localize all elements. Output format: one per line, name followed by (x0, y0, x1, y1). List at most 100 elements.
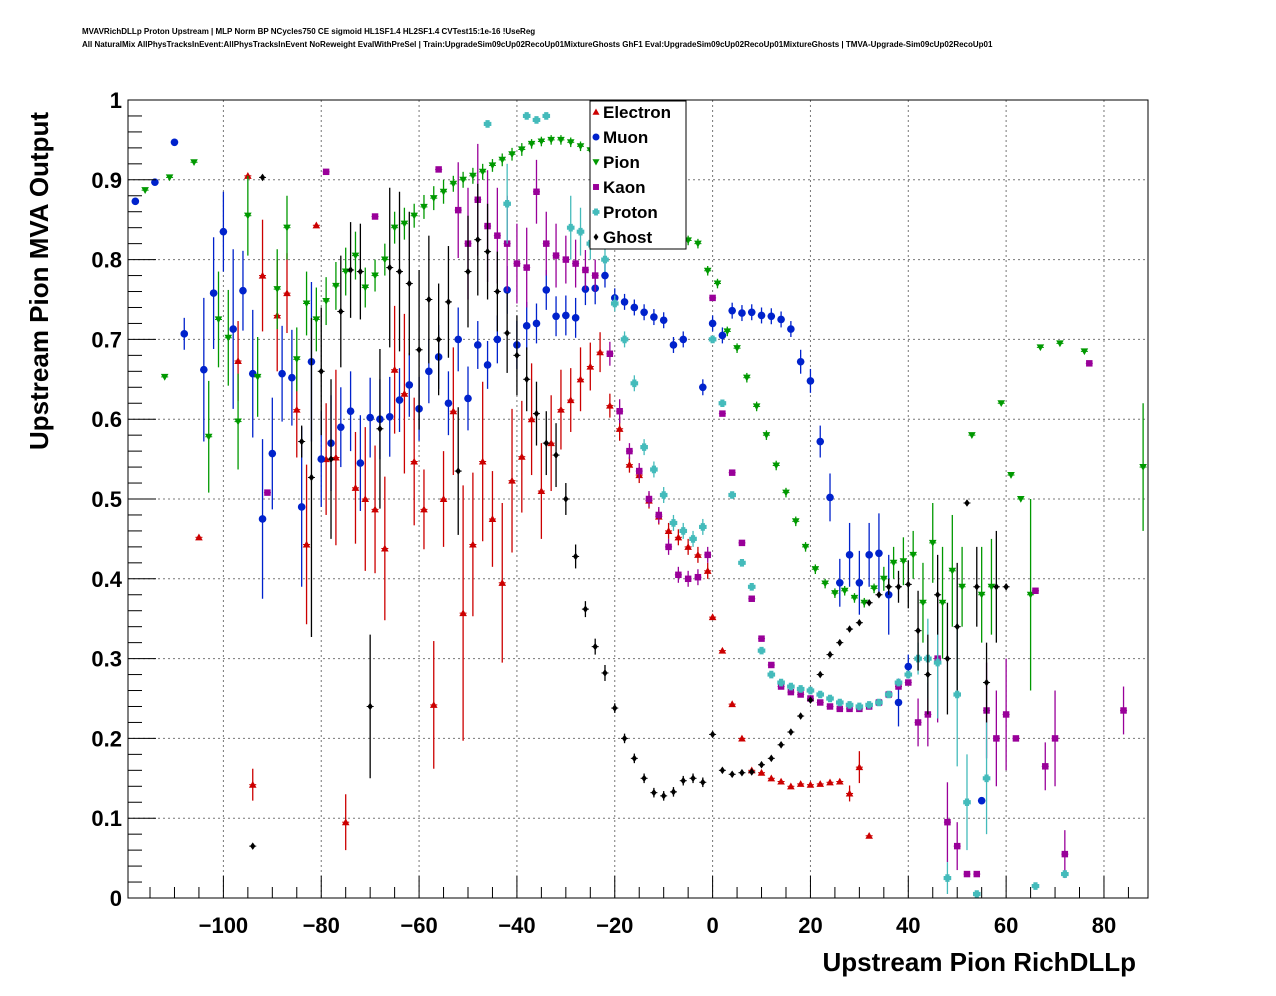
data-point (322, 298, 330, 305)
data-point (469, 172, 477, 180)
data-point (473, 341, 482, 349)
data-point (214, 316, 223, 324)
data-point (377, 424, 383, 433)
data-point (733, 345, 741, 352)
data-point (856, 618, 863, 627)
data-point (768, 661, 775, 669)
data-point (630, 303, 639, 312)
data-point (533, 188, 540, 195)
y-tick-label: 0 (110, 886, 122, 911)
data-point (347, 266, 354, 274)
data-point (606, 401, 614, 409)
data-point (503, 199, 511, 208)
data-point (919, 599, 927, 607)
data-point (855, 702, 864, 711)
data-point (469, 540, 477, 548)
y-tick-label: 1 (110, 88, 122, 113)
data-point (1017, 495, 1025, 503)
data-point (865, 831, 873, 839)
data-point (670, 788, 677, 796)
data-point (543, 240, 550, 247)
data-point (371, 505, 379, 513)
data-point (455, 467, 461, 475)
data-point (626, 447, 633, 455)
data-point (640, 308, 648, 317)
data-point (787, 682, 795, 691)
axes: −100 −80 −60 −40 −20 0 20 40 60 80 0 0.1 0.2 0.3 0.4 0.… (91, 88, 1129, 938)
data-point (591, 272, 599, 279)
data-point (278, 369, 286, 378)
data-point (576, 143, 585, 151)
data-point (160, 373, 169, 381)
data-point (709, 730, 716, 739)
data-point (405, 381, 414, 389)
data-point (292, 356, 301, 364)
legend: Electron Muon Pion Kaon Proton Ghost (589, 100, 687, 250)
data-point (620, 335, 629, 344)
data-point (889, 559, 898, 567)
series-ghost (249, 173, 1010, 850)
data-point (625, 460, 634, 468)
data-point (341, 818, 350, 826)
data-point (429, 195, 438, 202)
data-point (964, 499, 970, 507)
data-point (974, 582, 980, 591)
data-point (571, 314, 580, 322)
y-tick-label: 0.7 (91, 327, 122, 352)
data-point (1086, 360, 1093, 367)
data-point (209, 289, 218, 297)
data-point (816, 690, 825, 699)
data-point (562, 256, 570, 263)
data-point (395, 396, 404, 404)
data-point (807, 696, 814, 704)
data-point (332, 282, 340, 290)
data-point (498, 156, 507, 164)
data-point (719, 410, 726, 417)
data-point (518, 146, 526, 154)
data-point (547, 439, 555, 447)
data-point (806, 780, 815, 788)
data-point (925, 670, 931, 679)
data-point (390, 365, 399, 373)
series-proton (483, 112, 1069, 898)
data-point (357, 267, 364, 276)
y-tick-label: 0.4 (91, 567, 122, 592)
data-point (576, 375, 585, 383)
data-point (615, 424, 624, 432)
data-point (312, 221, 321, 229)
data-point (268, 449, 277, 458)
data-point (180, 330, 189, 338)
data-point (234, 357, 242, 364)
data-point (669, 519, 678, 527)
data-point (610, 299, 619, 308)
legend-label-muon: Muon (603, 128, 648, 147)
data-point (787, 325, 795, 333)
legend-label-pion: Pion (603, 153, 640, 172)
data-point (728, 700, 736, 708)
data-point (244, 212, 252, 220)
data-point (635, 467, 643, 475)
data-point (410, 212, 418, 220)
data-point (821, 580, 829, 588)
legend-label-electron: Electron (603, 103, 671, 122)
data-point (239, 286, 247, 295)
data-point (338, 307, 344, 316)
data-point (259, 173, 266, 182)
data-point (703, 267, 712, 275)
x-tick-label: 60 (994, 913, 1018, 938)
data-point (973, 870, 981, 878)
x-tick-label: 0 (706, 913, 718, 938)
legend-label-ghost: Ghost (603, 228, 652, 247)
data-point (718, 646, 727, 654)
data-point (400, 220, 409, 228)
data-point (1139, 464, 1147, 471)
data-point (845, 551, 854, 559)
data-point (396, 267, 403, 276)
data-point (684, 575, 692, 583)
data-point (690, 774, 696, 783)
data-point (297, 503, 306, 511)
data-point (1120, 707, 1127, 714)
data-point (993, 735, 1000, 742)
data-point (777, 678, 785, 687)
data-point (850, 594, 859, 602)
